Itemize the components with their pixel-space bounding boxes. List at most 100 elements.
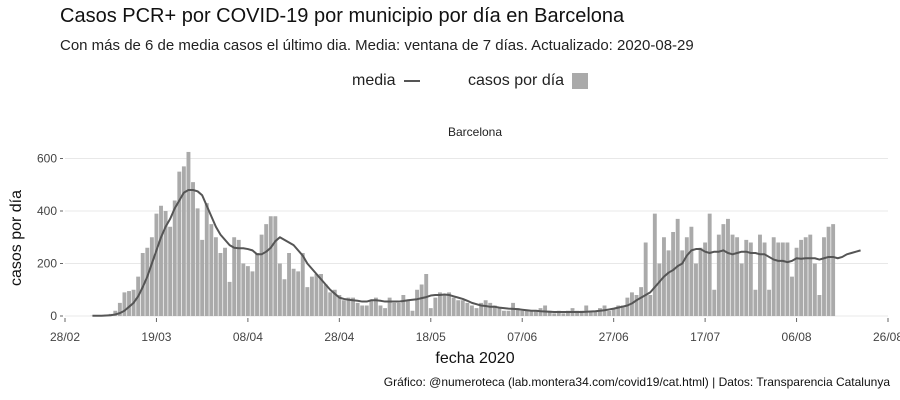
bar xyxy=(657,263,662,316)
bar xyxy=(273,216,278,316)
bar xyxy=(575,310,580,316)
bar xyxy=(799,239,804,317)
bar xyxy=(383,308,387,317)
bar xyxy=(579,310,584,316)
bar xyxy=(145,247,150,316)
bar xyxy=(680,250,685,317)
bar xyxy=(671,232,676,316)
x-axis: 28/02 19/03 08/04 28/04 18/05 07/06 27/06 17/07… xyxy=(50,318,900,344)
bar xyxy=(506,310,511,316)
bar xyxy=(209,224,214,317)
bar xyxy=(259,234,264,317)
bar xyxy=(803,237,808,316)
bar xyxy=(771,237,776,316)
bar xyxy=(469,305,474,316)
bar xyxy=(369,300,374,316)
bar xyxy=(154,213,159,317)
bar xyxy=(223,247,227,316)
bar xyxy=(607,310,612,316)
bar xyxy=(616,305,621,316)
bar xyxy=(392,302,397,317)
x-tick-label: 08/04 xyxy=(233,330,263,344)
bar xyxy=(588,310,593,316)
y-tick-label: 0 xyxy=(50,309,57,323)
bar xyxy=(337,295,342,316)
line-layer xyxy=(92,189,861,317)
bar xyxy=(140,253,145,316)
y-tick-label: 600 xyxy=(37,152,57,166)
bars xyxy=(90,151,836,317)
bar xyxy=(547,310,552,316)
x-tick-label: 27/06 xyxy=(599,330,629,344)
bar xyxy=(753,289,758,316)
bar xyxy=(424,274,429,316)
bar xyxy=(309,276,314,317)
bar xyxy=(497,308,502,317)
bar xyxy=(163,211,168,316)
bar xyxy=(501,310,506,316)
bar xyxy=(195,208,200,317)
bar xyxy=(218,253,223,316)
bar xyxy=(758,234,762,317)
bar xyxy=(255,253,259,316)
bar xyxy=(346,297,351,317)
bar xyxy=(277,263,282,316)
bar xyxy=(241,263,246,316)
bar xyxy=(822,237,826,316)
bar xyxy=(639,287,644,317)
bar xyxy=(767,289,772,316)
bar xyxy=(159,205,163,316)
bar xyxy=(652,213,657,317)
x-tick-label: 06/08 xyxy=(782,330,812,344)
bar xyxy=(401,295,406,316)
bar xyxy=(191,182,195,317)
bar xyxy=(534,310,538,316)
bar xyxy=(442,295,447,316)
bar xyxy=(684,237,689,316)
bar xyxy=(808,234,813,317)
bar xyxy=(776,242,781,316)
bar xyxy=(351,297,355,317)
bar xyxy=(437,292,442,317)
bar xyxy=(712,289,717,316)
bar xyxy=(744,239,749,317)
bar xyxy=(319,274,323,316)
legend-item-casos: casos por día xyxy=(468,72,589,90)
bar xyxy=(245,266,250,317)
bar xyxy=(200,239,205,317)
legend-label-casos: casos por día xyxy=(468,72,565,89)
bar xyxy=(291,268,296,316)
bar xyxy=(122,292,127,317)
x-tick-label: 07/06 xyxy=(507,330,537,344)
bar xyxy=(364,305,369,316)
bar xyxy=(433,297,438,317)
bar xyxy=(648,295,653,316)
bar xyxy=(492,305,497,316)
bar xyxy=(634,295,639,316)
bar xyxy=(328,292,333,317)
bar xyxy=(282,279,287,316)
bar xyxy=(566,310,570,316)
bar xyxy=(817,295,822,316)
bar xyxy=(227,281,232,317)
bar xyxy=(524,310,529,316)
y-axis: 0 200 400 600 xyxy=(37,152,63,323)
bar xyxy=(323,284,328,316)
bar xyxy=(405,300,410,316)
bar xyxy=(488,302,493,317)
bar xyxy=(341,300,346,316)
bar xyxy=(479,302,484,317)
chart-subtitle: Con más de 6 de media casos el último di… xyxy=(60,37,694,54)
bar xyxy=(396,302,401,317)
legend-item-media: media xyxy=(352,72,420,90)
bar xyxy=(584,305,589,316)
bar xyxy=(780,242,785,316)
x-tick-label: 28/02 xyxy=(50,330,80,344)
legend: media casos por día xyxy=(0,72,900,96)
y-axis-title: casos por día xyxy=(8,190,25,286)
bar xyxy=(314,274,319,316)
x-tick-label: 17/07 xyxy=(690,330,720,344)
bar xyxy=(721,224,726,317)
bar xyxy=(181,166,186,317)
